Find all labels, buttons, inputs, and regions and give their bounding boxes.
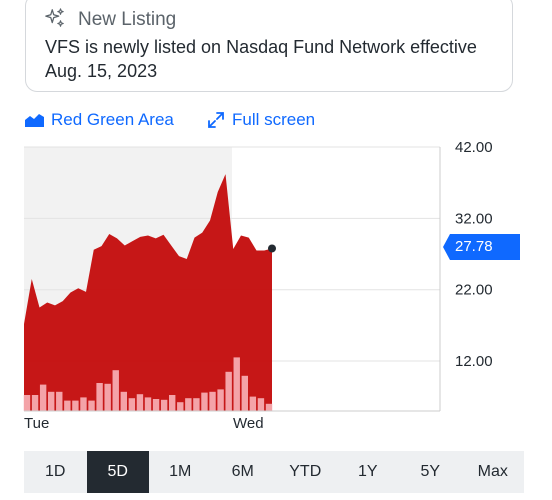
volume-bar	[152, 399, 160, 411]
expand-icon	[208, 112, 224, 128]
volume-bar	[136, 394, 144, 411]
volume-bar	[48, 391, 55, 411]
volume-bar	[56, 391, 63, 411]
price-area	[24, 174, 272, 411]
volume-bar	[241, 375, 248, 411]
volume-bar	[88, 400, 95, 411]
volume-bar	[64, 400, 71, 411]
notice-title: New Listing	[78, 9, 177, 30]
range-tab-1d[interactable]: 1D	[45, 463, 66, 480]
volume-bar	[209, 391, 216, 411]
y-tick-label: 22.00	[455, 282, 493, 299]
fullscreen-button[interactable]: Full screen	[207, 108, 315, 132]
volume-bar	[31, 395, 39, 411]
volume-bar	[128, 398, 136, 411]
range-tab-1y[interactable]: 1Y	[357, 463, 378, 480]
volume-bar	[257, 398, 265, 411]
volume-bar	[249, 396, 257, 411]
range-tab-5y[interactable]: 5Y	[420, 463, 441, 480]
volume-bar	[80, 397, 87, 411]
x-tick-label: Tue	[24, 415, 50, 432]
new-listing-notice: New Listing VFS is newly listed on Nasda…	[25, 0, 513, 92]
y-tick-label: 42.00	[455, 140, 493, 156]
last-price-dot	[268, 244, 276, 253]
volume-bar	[225, 371, 232, 411]
volume-bar	[265, 403, 273, 411]
y-tick-label: 12.00	[455, 353, 493, 370]
volume-bar	[120, 391, 127, 411]
volume-bar	[112, 370, 119, 411]
volume-bar	[72, 400, 79, 411]
notice-body: VFS is newly listed on Nasdaq Fund Netwo…	[45, 37, 477, 81]
volume-bar	[217, 389, 224, 411]
y-tick-label: 32.00	[455, 210, 493, 227]
volume-bar	[160, 399, 168, 411]
area-chart-icon	[25, 114, 44, 127]
sparkle-icon	[45, 8, 64, 27]
range-tab-5d[interactable]: 5D	[86, 451, 149, 493]
volume-bar	[185, 398, 192, 411]
volume-bar	[39, 384, 47, 411]
time-range-tabs: 1D 5D 1M 6M YTD 1Y 5Y Max	[24, 451, 524, 493]
x-tick-label: Wed	[233, 415, 264, 432]
chart-type-button[interactable]: Red Green Area	[25, 108, 174, 132]
current-price-badge: 27.78	[443, 234, 520, 260]
volume-bar	[201, 392, 208, 411]
volume-bar	[23, 395, 31, 411]
volume-bar	[233, 357, 240, 411]
volume-bar	[104, 383, 111, 411]
range-tab-ytd[interactable]: YTD	[289, 463, 322, 480]
volume-bar	[177, 402, 184, 411]
range-tab-1m[interactable]: 1M	[169, 463, 192, 480]
fullscreen-label: Full screen	[232, 110, 316, 129]
volume-bar	[96, 383, 103, 411]
volume-bar	[169, 395, 176, 411]
chart-type-label: Red Green Area	[51, 110, 174, 129]
price-chart[interactable]: 42.00 32.00 22.00 12.00	[0, 140, 552, 440]
volume-bar	[193, 398, 200, 411]
volume-bar	[144, 397, 152, 411]
range-tab-max[interactable]: Max	[477, 463, 508, 480]
range-tab-6m[interactable]: 6M	[231, 463, 254, 480]
